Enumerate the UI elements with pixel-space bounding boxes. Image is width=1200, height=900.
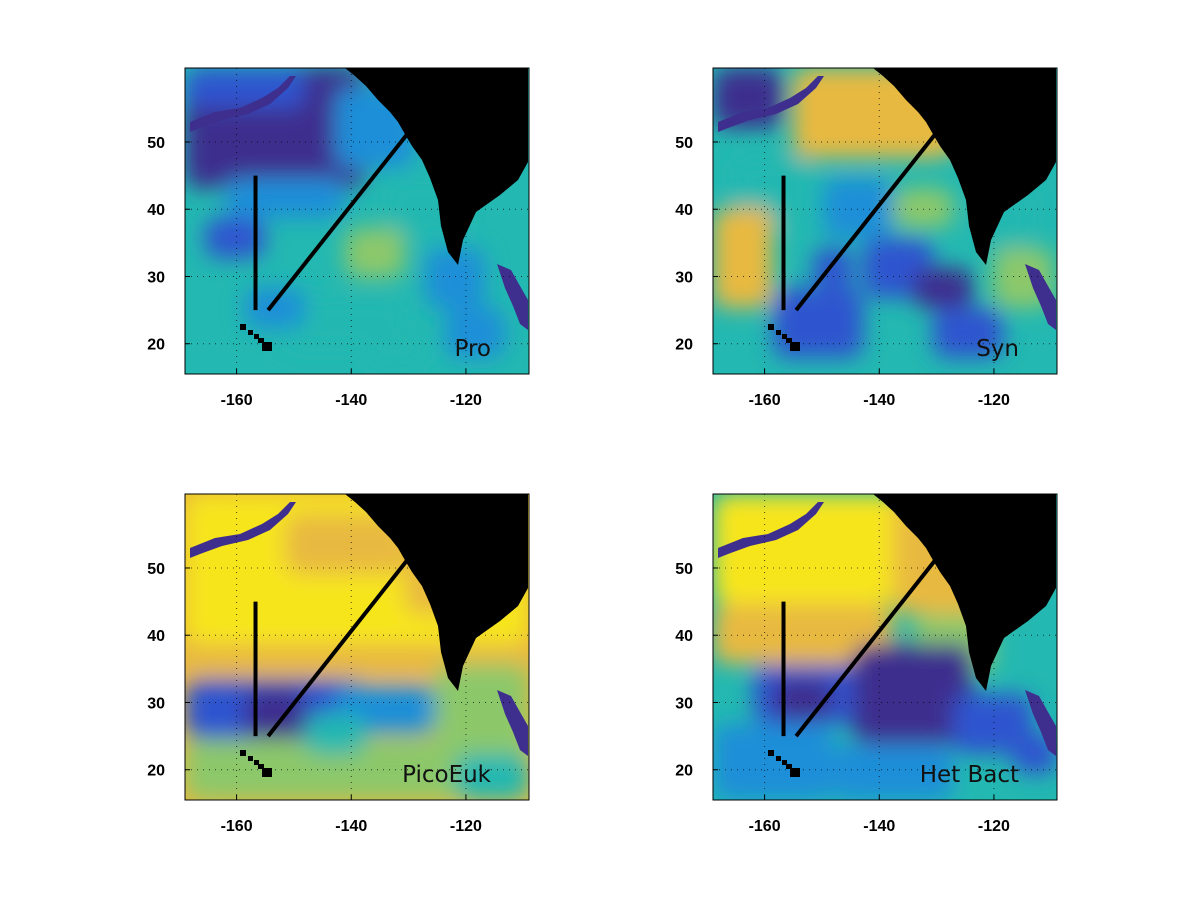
field-patch [185, 739, 529, 800]
x-tick-label: -140 [335, 392, 367, 409]
y-tick-label: 50 [675, 561, 693, 578]
axes-frame [712, 493, 1058, 801]
map-panel: -160 -140 -120 20 30 40 50 Syn [675, 67, 1058, 409]
field-patch [365, 328, 425, 368]
panel-label: Syn [976, 336, 1019, 362]
map-field [713, 68, 1057, 374]
y-tick-label: 40 [147, 628, 165, 645]
field-patch [205, 218, 265, 258]
x-tick-label: -120 [450, 392, 482, 409]
map-panel: -160 -140 -120 20 30 40 50 Pro [147, 67, 530, 409]
field-patch [245, 689, 305, 739]
y-tick-label: 40 [147, 202, 165, 219]
field-patch [455, 754, 529, 800]
field-patch [285, 514, 405, 574]
field-patch [833, 744, 953, 800]
cruise-transect [266, 123, 416, 312]
panel-label: Pro [455, 336, 492, 362]
map-field [185, 494, 529, 800]
y-tick-label: 20 [675, 763, 693, 780]
field-patch [893, 188, 953, 228]
y-tick-label: 30 [147, 695, 165, 712]
x-tick-label: -140 [863, 392, 895, 409]
field-patch [305, 714, 365, 754]
y-tick-label: 20 [147, 763, 165, 780]
panel-label: Het Bact [920, 762, 1019, 788]
field-patch [445, 308, 505, 358]
x-tick-label: -160 [221, 392, 253, 409]
axes-frame [184, 493, 530, 801]
map-field [713, 494, 1057, 800]
x-tick-label: -140 [863, 818, 895, 835]
y-tick-label: 40 [675, 628, 693, 645]
map-panel: -160 -140 -120 20 30 40 50 Het Bact [675, 493, 1058, 835]
x-tick-label: -120 [978, 392, 1010, 409]
y-tick-label: 30 [675, 695, 693, 712]
field-patch [345, 228, 405, 278]
field-patch [933, 308, 1003, 358]
x-tick-label: -160 [749, 818, 781, 835]
axes-frame [712, 67, 1058, 375]
axes-frame [184, 67, 530, 375]
x-tick-label: -120 [978, 818, 1010, 835]
field-patch [953, 694, 1033, 754]
y-tick-label: 40 [675, 202, 693, 219]
field-patch [245, 288, 305, 328]
y-tick-label: 50 [147, 135, 165, 152]
y-tick-label: 20 [675, 337, 693, 354]
y-tick-label: 30 [675, 269, 693, 286]
y-tick-label: 20 [147, 337, 165, 354]
field-patch [773, 288, 863, 358]
panels: -160 -140 -120 20 30 40 50 Pro -160 -140 -120 20 30 4… [147, 67, 1058, 835]
x-tick-label: -120 [450, 818, 482, 835]
field-patch [713, 604, 893, 664]
cruise-transect [266, 549, 416, 738]
cruise-transect [794, 123, 944, 312]
map-panel: -160 -140 -120 20 30 40 50 PicoEuk [147, 493, 530, 835]
x-tick-label: -160 [221, 818, 253, 835]
field-patch [713, 494, 913, 604]
cruise-transect [794, 549, 944, 738]
field-patch [425, 248, 485, 308]
panel-label: PicoEuk [402, 762, 492, 788]
map-field [185, 68, 529, 374]
y-tick-label: 50 [675, 135, 693, 152]
field-patch [225, 178, 345, 218]
field-patch [913, 268, 973, 308]
field-patch [713, 208, 773, 308]
x-tick-label: -140 [335, 818, 367, 835]
field-patch [713, 724, 833, 800]
y-tick-label: 50 [147, 561, 165, 578]
x-tick-label: -160 [749, 392, 781, 409]
y-tick-label: 30 [147, 269, 165, 286]
field-patch [823, 178, 893, 238]
